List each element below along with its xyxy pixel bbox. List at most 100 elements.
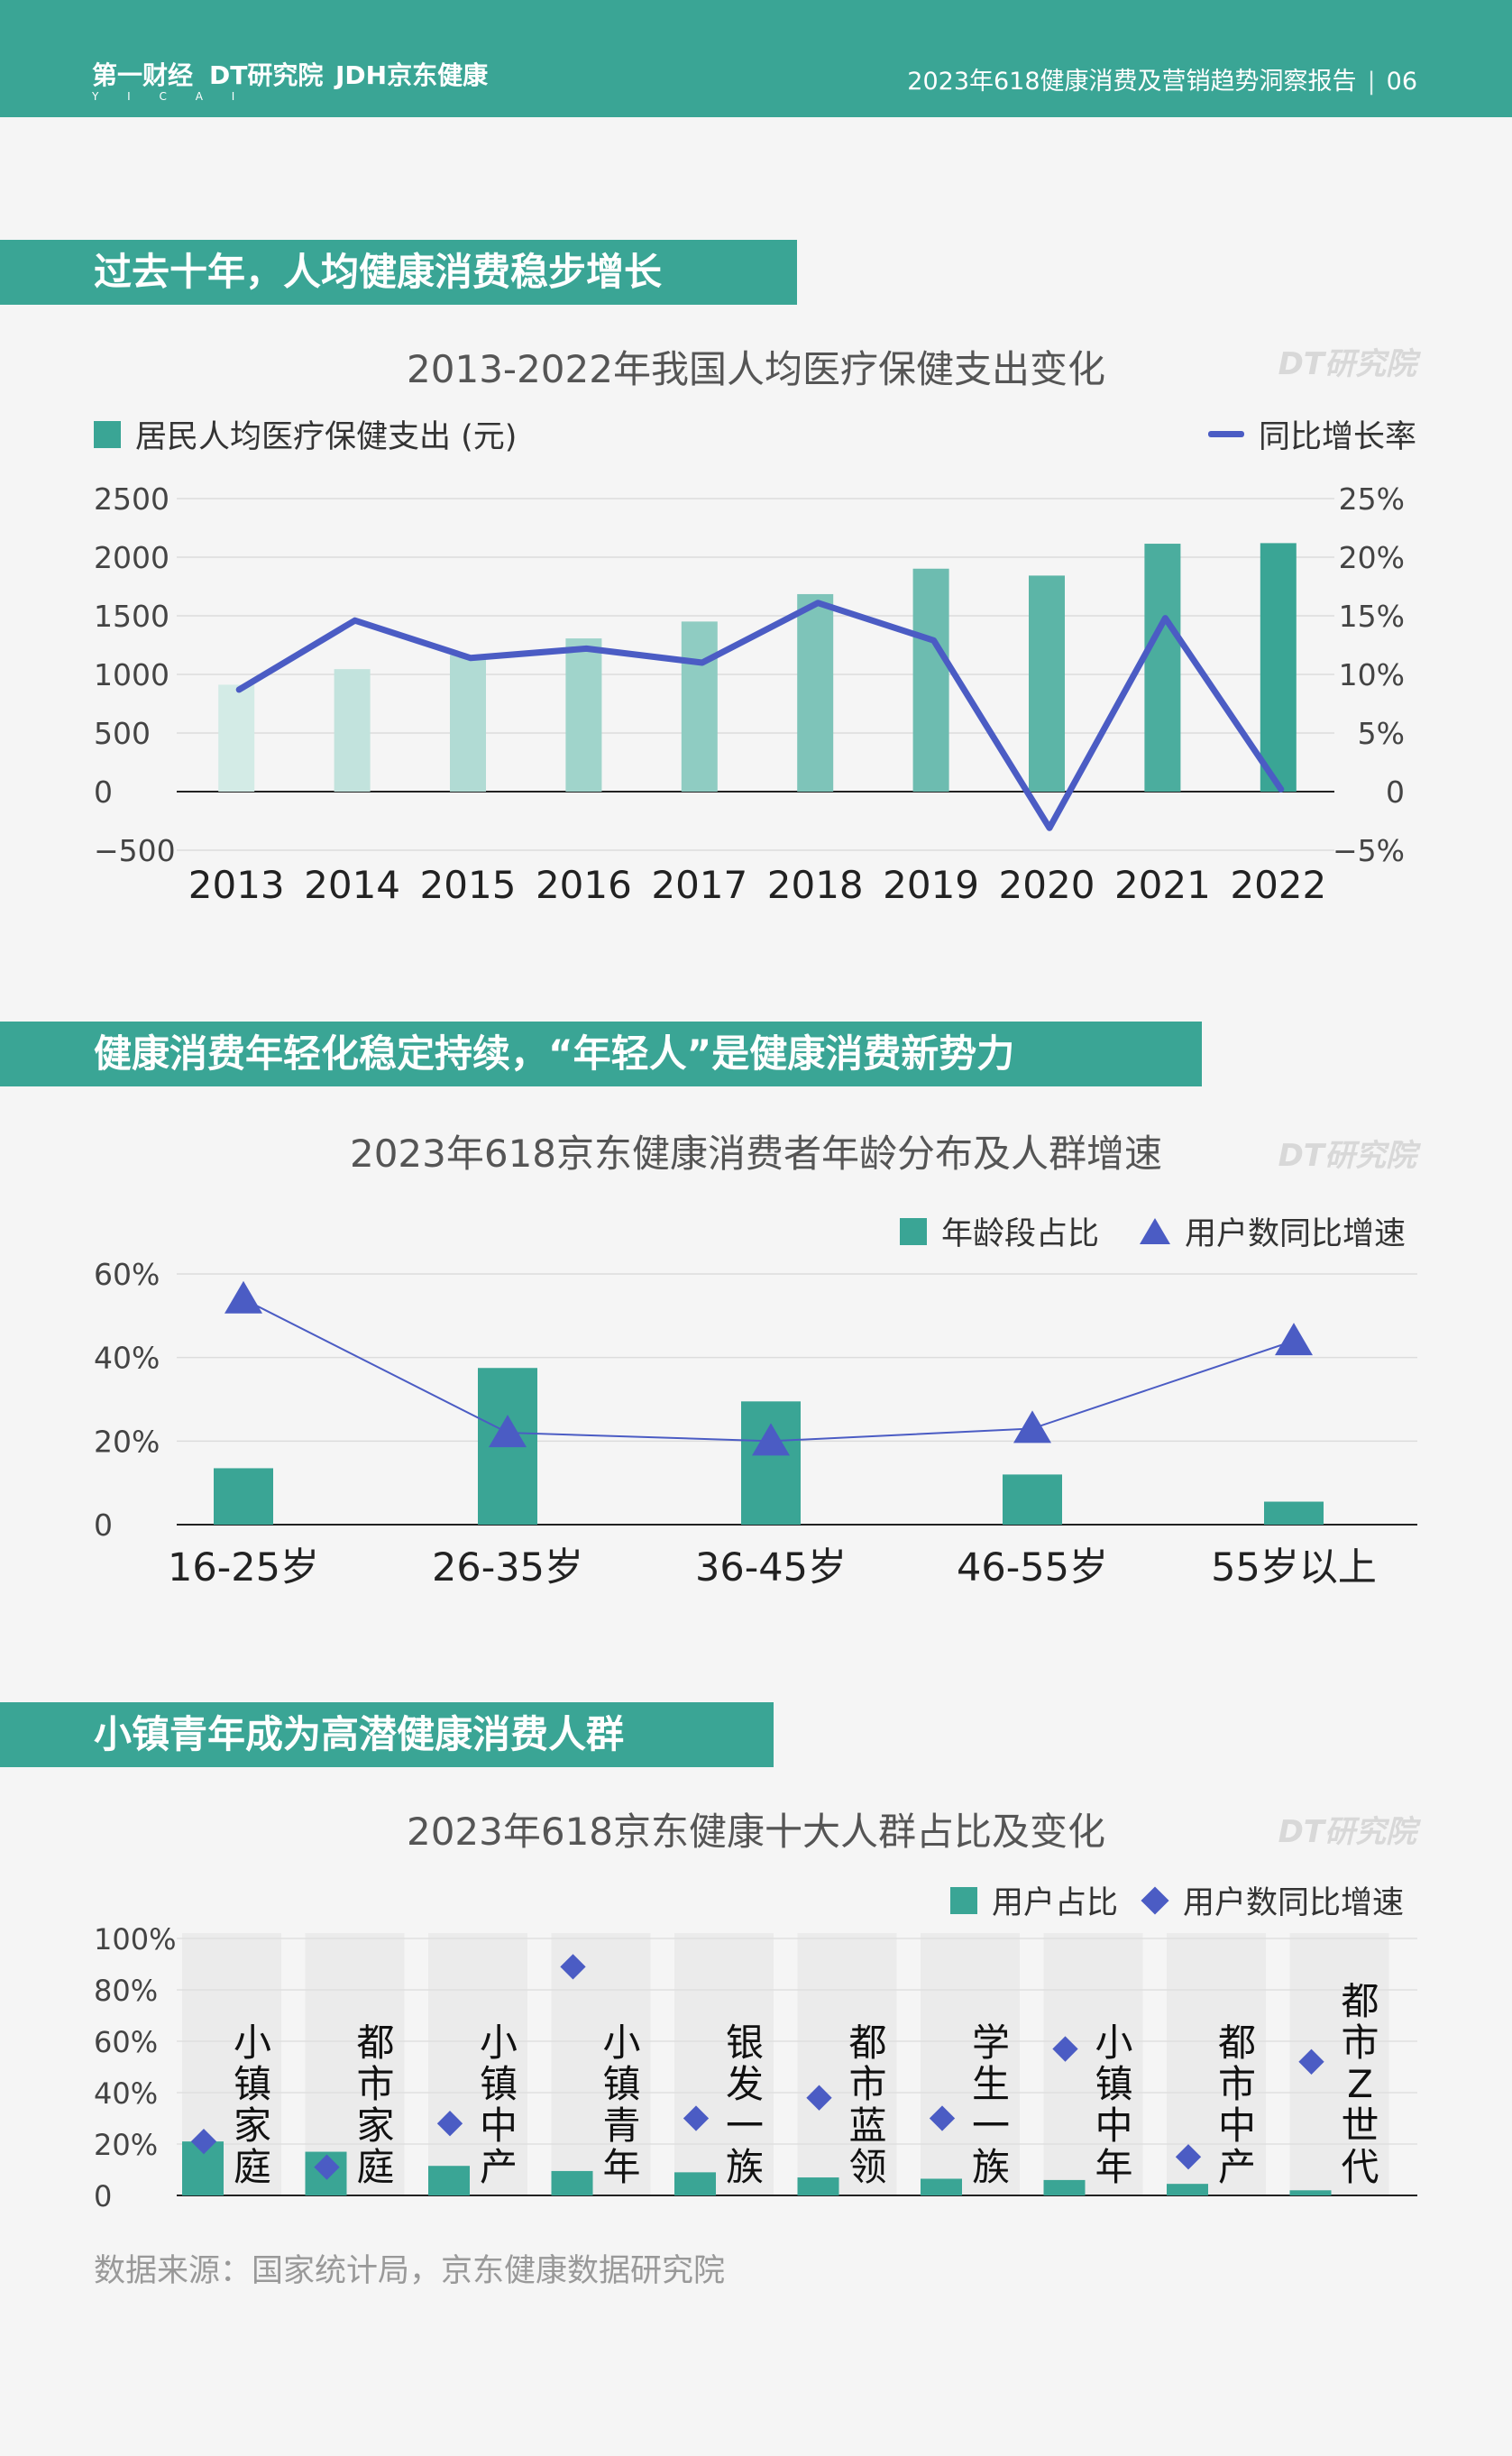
x-tick-label: 16-25岁 [168,1545,319,1590]
y-tick-label: 20% [94,1424,160,1459]
category-label-char: 市 [1341,2021,1379,2065]
y-tick-label: 0 [94,2179,112,2213]
y-right-tick-label: −5% [1333,833,1405,868]
category-label-char: 市 [848,2062,886,2106]
category-label-char: 族 [972,2145,1010,2189]
category-label-char: 小 [234,2021,271,2065]
chart-2-title: 2023年618京东健康消费者年龄分布及人群增速 [349,1132,1163,1176]
category-label-char: 代 [1341,2145,1379,2189]
legend-square-swatch [94,420,121,448]
diamond-marker-学生一族 [929,2105,956,2131]
legend-label: 用户占比 [992,1885,1119,1921]
category-label-char: 青 [602,2103,640,2148]
chart-2-watermark: DT研究院 [1278,1138,1416,1174]
category-label-char: 市 [356,2062,394,2106]
legend-label: 居民人均医疗保健支出 (元) [135,419,518,455]
title-separator: | [1367,68,1376,96]
y-tick-label: 100% [94,1922,176,1957]
yicai-logo: 第一财经 Y I C A I [92,56,247,103]
category-label-char: 都 [848,2021,886,2065]
page-number: 06 [1386,68,1417,96]
category-label-char: 小 [480,2021,518,2065]
diamond-marker-都市蓝领 [806,2085,832,2111]
category-label-char: 都 [356,2021,394,2065]
category-label-char: 都 [1218,2021,1256,2065]
chart-2-bar-triangle: 60% 40% 20% 0 16-25岁 26-35岁 36-45岁 46-55岁 55岁以上 [94,1257,1417,1590]
y-right-tick-label: 25% [1339,481,1405,517]
column-band [428,1933,527,2195]
category-label-char: 家 [356,2103,394,2148]
chart-1-bar-line: 2500 25% 2000 20% 1500 15% 1000 10% 500 5% 0 0 −500 −… [94,481,1405,907]
category-label-char: 蓝 [848,2103,886,2148]
dt-logo: DT研究院 [209,60,324,90]
category-label-char: 产 [480,2145,518,2189]
category-label-char: 都 [1341,1979,1379,2023]
bar-2017 [681,621,718,792]
category-label-char: 年 [602,2145,640,2189]
yicai-logo-text: 第一财经 [92,60,194,90]
category-label-char: 小 [1095,2021,1132,2065]
jdh-logo: JDH京东健康 [335,60,489,90]
chart-3-legend-bar: 用户占比 [950,1877,1118,1923]
bar-55岁以上 [1264,1501,1324,1525]
category-label-char: 学 [972,2021,1010,2065]
triangle-marker-26-35岁 [489,1415,527,1448]
legend-diamond-swatch [1141,1885,1169,1915]
bar-2013 [218,684,255,792]
x-tick-label: 36-45岁 [695,1545,847,1590]
category-label-char: 生 [972,2062,1010,2106]
y-tick-label: 40% [94,1341,160,1376]
column-band [305,1933,405,2195]
bar-小镇青年 [551,2170,593,2195]
bar-46-55岁 [1003,1474,1062,1525]
bar-2014 [334,669,371,792]
x-tick-label: 2015 [420,863,517,907]
category-label-char: 年 [1095,2145,1132,2189]
legend-square-swatch [950,1886,977,1914]
bar-2019 [912,568,949,792]
bar-16-25岁 [214,1468,273,1525]
y-tick-label: 40% [94,2076,158,2111]
x-tick-label: 2020 [999,863,1095,907]
legend-label: 用户数同比增速 [1183,1885,1405,1921]
report-title-block: 2023年618健康消费及营销趋势洞察报告 | 06 [907,61,1417,96]
category-label-char: 银 [726,2021,764,2065]
legend-triangle-swatch [1140,1218,1170,1244]
legend-line-swatch [1207,431,1244,437]
y-right-tick-label: 20% [1339,540,1405,575]
y-left-tick-label: 2500 [94,481,170,517]
y-tick-label: 20% [94,2128,158,2162]
triangle-marker-46-55岁 [1013,1410,1051,1443]
chart-3-watermark: DT研究院 [1278,1814,1416,1850]
x-tick-label: 2014 [304,863,400,907]
category-label-char: 镇 [602,2062,640,2106]
category-label-char: 世 [1341,2103,1379,2148]
x-tick-label: 2013 [188,863,285,907]
bar-小镇中年 [1043,2179,1086,2195]
category-label-char: 产 [1218,2145,1256,2189]
category-label-char: 镇 [234,2062,271,2106]
x-tick-label: 55岁以上 [1211,1545,1377,1590]
category-label-char: 市 [1218,2062,1256,2106]
bar-都市蓝领 [797,2177,839,2195]
category-label-char: 中 [1218,2103,1256,2148]
triangle-marker-16-25岁 [225,1280,262,1314]
column-band [1043,1933,1143,2195]
section-3-banner: 小镇青年成为高潜健康消费人群 [0,1702,774,1767]
category-label-char: 族 [726,2145,764,2189]
column-band [797,1933,897,2195]
legend-square-swatch [900,1217,927,1245]
y-tick-label: 80% [94,1974,158,2008]
bar-2021 [1144,544,1181,792]
bar-都市Z世代 [1289,2190,1332,2195]
x-tick-label: 2019 [883,863,979,907]
bar-银发一族 [674,2172,716,2195]
x-tick-label: 2021 [1114,863,1211,907]
column-band [551,1933,651,2195]
chart-3-title: 2023年618京东健康十大人群占比及变化 [406,1810,1106,1854]
legend-label: 同比增长率 [1258,419,1416,455]
x-tick-label: 2022 [1230,863,1326,907]
category-label-char: Z [1347,2062,1373,2106]
chart-1-title: 2013-2022年我国人均医疗保健支出变化 [407,347,1105,391]
bar-2018 [797,593,834,792]
